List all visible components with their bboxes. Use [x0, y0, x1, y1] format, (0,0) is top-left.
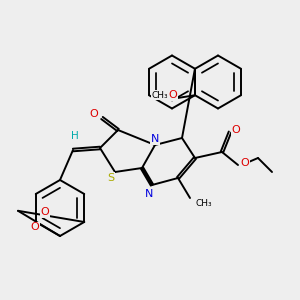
Text: O: O — [169, 90, 177, 100]
Text: H: H — [71, 131, 79, 141]
Text: N: N — [145, 189, 153, 199]
Text: O: O — [241, 158, 249, 168]
Text: CH₃: CH₃ — [196, 199, 213, 208]
Text: S: S — [107, 173, 115, 183]
Text: O: O — [41, 207, 50, 218]
Text: O: O — [232, 125, 240, 135]
Text: N: N — [151, 134, 159, 144]
Text: O: O — [31, 222, 39, 233]
Text: CH₃: CH₃ — [152, 91, 168, 100]
Text: O: O — [90, 109, 98, 119]
